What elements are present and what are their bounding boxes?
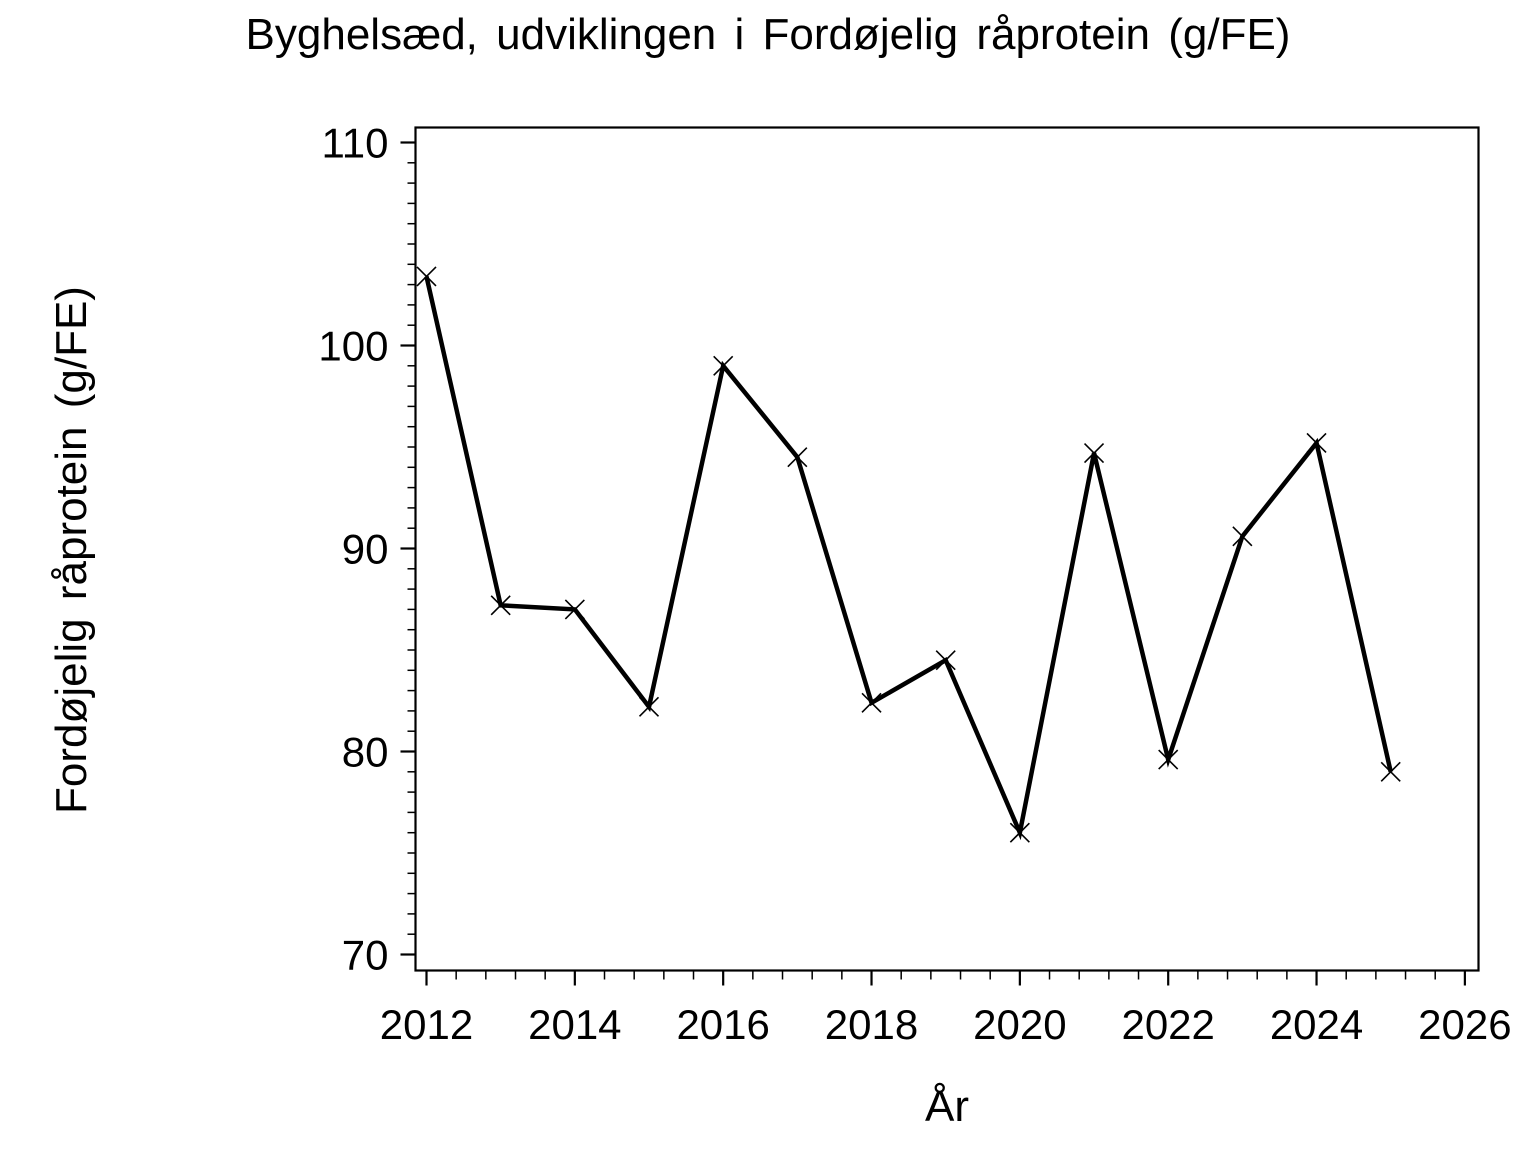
y-tick-label: 100 — [318, 323, 388, 370]
chart-title: Byghelsæd, udviklingen i Fordøjelig råpr… — [245, 10, 1291, 59]
y-tick-label: 110 — [322, 120, 389, 167]
point-marker-x — [416, 266, 437, 287]
point-marker-x — [638, 696, 660, 717]
x-tick-label: 2014 — [528, 1001, 621, 1048]
x-tick-label: 2012 — [380, 1001, 473, 1048]
x-tick-label: 2026 — [1418, 1001, 1511, 1048]
x-tick-label: 2016 — [676, 1001, 769, 1048]
plot-border — [414, 126, 1480, 972]
point-marker-x — [490, 595, 511, 616]
point-marker-x — [1158, 749, 1179, 770]
y-tick-label: 70 — [342, 932, 389, 979]
point-marker-x — [1009, 822, 1030, 843]
point-marker-x — [1083, 443, 1105, 464]
point-marker-x — [787, 447, 808, 468]
x-tick-label: 2020 — [973, 1001, 1066, 1048]
point-marker-x — [861, 692, 882, 713]
x-axis-label: År — [925, 1082, 969, 1131]
x-tick-label: 2024 — [1270, 1001, 1363, 1048]
y-tick-label: 80 — [342, 729, 389, 776]
point-marker-x — [1232, 526, 1253, 547]
point-marker-x — [713, 355, 734, 376]
x-tick-label: 2022 — [1121, 1001, 1214, 1048]
x-tick-label: 2018 — [825, 1001, 918, 1048]
point-marker-x — [564, 599, 585, 620]
series-line — [424, 275, 1393, 841]
point-marker-x — [1380, 761, 1401, 782]
point-marker-x — [1306, 432, 1327, 454]
y-tick-label: 90 — [342, 526, 389, 573]
point-marker-x — [935, 650, 956, 671]
